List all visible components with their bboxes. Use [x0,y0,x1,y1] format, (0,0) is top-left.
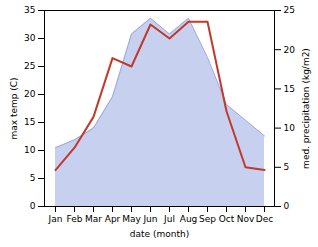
svg-text:20: 20 [24,89,36,99]
svg-text:Nov: Nov [237,214,255,224]
svg-text:Aug: Aug [180,214,198,224]
svg-text:10: 10 [24,145,36,155]
svg-text:5: 5 [30,173,36,183]
svg-text:Jun: Jun [142,214,157,224]
svg-text:May: May [122,214,141,224]
svg-text:med. precipitation (kg/m2): med. precipitation (kg/m2) [301,48,311,169]
svg-text:Jul: Jul [163,214,175,224]
svg-text:15: 15 [284,84,295,94]
svg-text:15: 15 [24,117,35,127]
svg-text:35: 35 [24,5,35,15]
svg-text:25: 25 [24,61,35,71]
svg-text:0: 0 [30,201,36,211]
svg-text:30: 30 [24,33,36,43]
svg-text:Jan: Jan [48,214,63,224]
svg-text:Apr: Apr [105,214,121,224]
svg-text:date (month): date (month) [130,229,189,239]
svg-text:Oct: Oct [219,214,235,224]
svg-text:max temp (C): max temp (C) [9,77,19,139]
svg-text:Dec: Dec [256,214,273,224]
svg-text:10: 10 [284,123,296,133]
svg-text:0: 0 [284,201,290,211]
svg-text:25: 25 [284,5,295,15]
svg-text:Feb: Feb [67,214,83,224]
svg-text:Sep: Sep [199,214,216,224]
svg-text:20: 20 [284,45,296,55]
svg-text:5: 5 [284,162,290,172]
svg-text:Mar: Mar [85,214,102,224]
